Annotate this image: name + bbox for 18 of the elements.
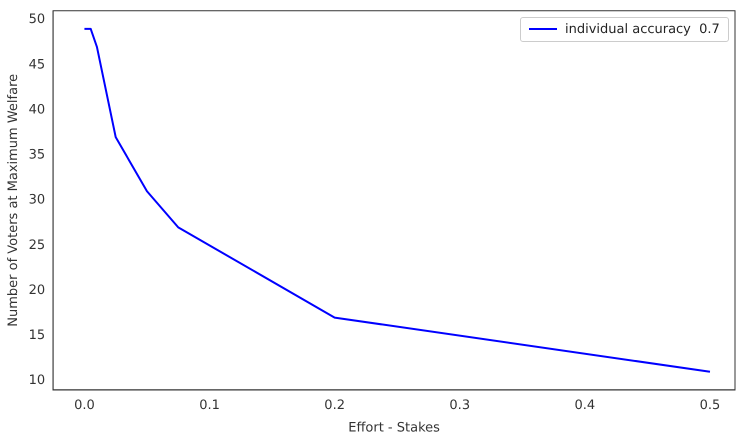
y-tick-label: 25 bbox=[28, 238, 46, 253]
x-tick-label: 0.1 bbox=[199, 398, 220, 413]
x-tick-label: 0.5 bbox=[700, 398, 720, 413]
x-tick-label: 0.4 bbox=[574, 398, 596, 413]
x-tick-label: 0.0 bbox=[74, 398, 95, 413]
x-tick-label: 0.2 bbox=[324, 398, 345, 413]
y-tick-label: 45 bbox=[28, 57, 46, 72]
x-tick-label: 0.3 bbox=[449, 398, 470, 413]
legend-label: individual accuracy 0.7 bbox=[565, 22, 720, 37]
y-tick-label: 40 bbox=[28, 102, 46, 118]
y-tick-label: 20 bbox=[28, 282, 46, 298]
y-tick-label: 15 bbox=[28, 328, 46, 344]
y-tick-label: 35 bbox=[28, 148, 46, 163]
y-tick-label: 50 bbox=[28, 12, 46, 28]
y-tick-label: 30 bbox=[28, 192, 46, 208]
x-axis-title: Effort - Stakes bbox=[348, 420, 440, 436]
y-tick-label: 10 bbox=[28, 373, 46, 388]
y-axis-title: Number of Voters at Maximum Welfare bbox=[6, 74, 22, 327]
